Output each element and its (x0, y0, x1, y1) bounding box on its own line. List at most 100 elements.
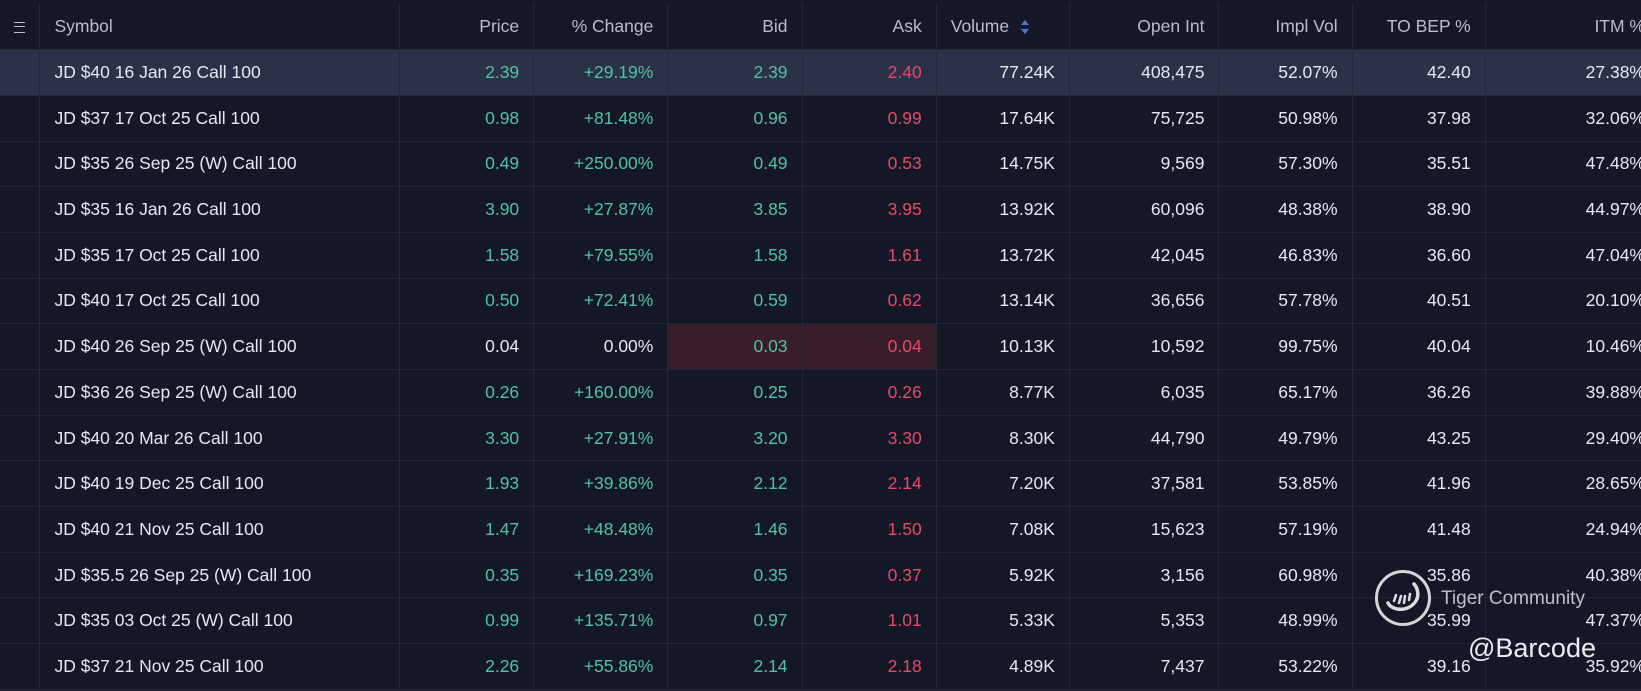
column-header-open-int[interactable]: Open Int (1069, 4, 1220, 51)
cell-itm: 29.40% (1485, 415, 1641, 462)
column-header-itm[interactable]: ITM % (1485, 4, 1641, 51)
column-header-ask[interactable]: Ask (802, 4, 937, 51)
column-header-volume[interactable]: Volume (936, 4, 1070, 51)
column-header-symbol[interactable]: Symbol (39, 4, 400, 51)
column-header-bid[interactable]: Bid (667, 4, 803, 51)
cell-impl-vol: 60.98% (1218, 552, 1353, 599)
cell-volume: 4.89K (936, 643, 1070, 690)
cell-itm: 44.97% (1485, 186, 1641, 233)
cell-open-int: 3,156 (1069, 552, 1220, 599)
cell-symbol: JD $40 17 Oct 25 Call 100 (39, 278, 400, 325)
cell-volume: 77.24K (936, 49, 1070, 96)
row-gutter (0, 323, 41, 370)
cell-open-int: 6,035 (1069, 369, 1220, 416)
table-row[interactable]: JD $35 03 Oct 25 (W) Call 100 0.99 +135.71… (0, 597, 1641, 645)
cell-bid: 1.58 (667, 232, 803, 279)
cell-itm: 24.94% (1485, 506, 1641, 553)
table-row[interactable]: JD $40 17 Oct 25 Call 100 0.50 +72.41% 0.59… (0, 278, 1641, 325)
cell-bid: 3.20 (667, 415, 803, 462)
cell-itm: 10.46% (1485, 323, 1641, 370)
table-row[interactable]: JD $37 21 Nov 25 Call 100 2.26 +55.86% 2.14… (0, 643, 1641, 690)
cell-impl-vol: 53.85% (1218, 460, 1353, 508)
cell-itm: 39.88% (1485, 369, 1641, 416)
row-gutter (0, 232, 41, 279)
cell-symbol: JD $40 21 Nov 25 Call 100 (39, 506, 400, 553)
cell-to-bep: 37.98 (1352, 95, 1486, 142)
cell-change: 0.00% (533, 323, 669, 370)
row-gutter (0, 415, 41, 462)
cell-ask: 2.14 (802, 460, 937, 508)
cell-to-bep: 35.86 (1352, 552, 1486, 599)
cell-volume: 17.64K (936, 95, 1070, 142)
cell-price: 1.47 (399, 506, 535, 553)
cell-to-bep: 41.48 (1352, 506, 1486, 553)
cell-impl-vol: 46.83% (1218, 232, 1353, 279)
cell-price: 3.90 (399, 186, 535, 233)
cell-change: +169.23% (533, 552, 669, 599)
cell-to-bep: 40.04 (1352, 323, 1486, 370)
row-gutter (0, 643, 41, 690)
cell-open-int: 37,581 (1069, 460, 1220, 508)
cell-volume: 13.92K (936, 186, 1070, 233)
cell-change: +79.55% (533, 232, 669, 279)
cell-itm: 47.04% (1485, 232, 1641, 279)
cell-open-int: 36,656 (1069, 278, 1220, 325)
cell-ask: 3.95 (802, 186, 937, 233)
table-row[interactable]: JD $37 17 Oct 25 Call 100 0.98 +81.48% 0.96… (0, 95, 1641, 142)
cell-to-bep: 39.16 (1352, 643, 1486, 690)
column-menu-button[interactable] (0, 4, 41, 51)
cell-ask: 0.37 (802, 552, 937, 599)
cell-impl-vol: 99.75% (1218, 323, 1353, 370)
cell-change: +27.87% (533, 186, 669, 233)
cell-itm: 27.38% (1485, 49, 1641, 96)
cell-price: 0.99 (399, 597, 535, 645)
cell-price: 0.98 (399, 95, 535, 142)
table-row[interactable]: JD $35.5 26 Sep 25 (W) Call 100 0.35 +169.… (0, 552, 1641, 599)
cell-price: 1.93 (399, 460, 535, 508)
cell-volume: 8.30K (936, 415, 1070, 462)
cell-price: 0.04 (399, 323, 535, 370)
cell-to-bep: 35.51 (1352, 141, 1486, 188)
column-header-change[interactable]: % Change (533, 4, 669, 51)
table-row[interactable]: JD $40 16 Jan 26 Call 100 2.39 +29.19% 2.39… (0, 49, 1641, 96)
cell-ask: 1.61 (802, 232, 937, 279)
table-row[interactable]: JD $40 19 Dec 25 Call 100 1.93 +39.86% 2.12… (0, 460, 1641, 508)
column-header-to-bep[interactable]: TO BEP % (1352, 4, 1486, 51)
cell-bid: 3.85 (667, 186, 803, 233)
row-gutter (0, 186, 41, 233)
cell-bid: 0.03 (667, 323, 803, 370)
cell-symbol: JD $40 26 Sep 25 (W) Call 100 (39, 323, 400, 370)
cell-open-int: 10,592 (1069, 323, 1220, 370)
table-row[interactable]: JD $35 16 Jan 26 Call 100 3.90 +27.87% 3.85… (0, 186, 1641, 233)
cell-open-int: 9,569 (1069, 141, 1220, 188)
cell-change: +48.48% (533, 506, 669, 553)
cell-ask: 2.40 (802, 49, 937, 96)
cell-open-int: 60,096 (1069, 186, 1220, 233)
table-header-row: Symbol Price % Change Bid Ask Volume Ope… (0, 4, 1641, 51)
cell-open-int: 7,437 (1069, 643, 1220, 690)
column-header-price[interactable]: Price (399, 4, 535, 51)
table-row[interactable]: JD $40 20 Mar 26 Call 100 3.30 +27.91% 3.20… (0, 415, 1641, 462)
cell-change: +72.41% (533, 278, 669, 325)
cell-bid: 0.97 (667, 597, 803, 645)
cell-change: +135.71% (533, 597, 669, 645)
cell-to-bep: 38.90 (1352, 186, 1486, 233)
cell-to-bep: 42.40 (1352, 49, 1486, 96)
cell-symbol: JD $40 19 Dec 25 Call 100 (39, 460, 400, 508)
cell-symbol: JD $35 16 Jan 26 Call 100 (39, 186, 400, 233)
table-row[interactable]: JD $36 26 Sep 25 (W) Call 100 0.26 +160.00… (0, 369, 1641, 416)
cell-bid: 0.25 (667, 369, 803, 416)
table-row[interactable]: JD $40 21 Nov 25 Call 100 1.47 +48.48% 1.46… (0, 506, 1641, 553)
row-gutter (0, 460, 41, 508)
cell-impl-vol: 57.19% (1218, 506, 1353, 553)
cell-price: 2.26 (399, 643, 535, 690)
row-gutter (0, 95, 41, 142)
cell-ask: 0.53 (802, 141, 937, 188)
table-row[interactable]: JD $35 26 Sep 25 (W) Call 100 0.49 +250.00… (0, 141, 1641, 188)
table-row[interactable]: JD $35 17 Oct 25 Call 100 1.58 +79.55% 1.58… (0, 232, 1641, 279)
column-header-impl-vol[interactable]: Impl Vol (1218, 4, 1353, 51)
cell-symbol: JD $35.5 26 Sep 25 (W) Call 100 (39, 552, 400, 599)
cell-ask: 1.50 (802, 506, 937, 553)
table-row[interactable]: JD $40 26 Sep 25 (W) Call 100 0.04 0.00% 0.… (0, 323, 1641, 370)
cell-impl-vol: 52.07% (1218, 49, 1353, 96)
